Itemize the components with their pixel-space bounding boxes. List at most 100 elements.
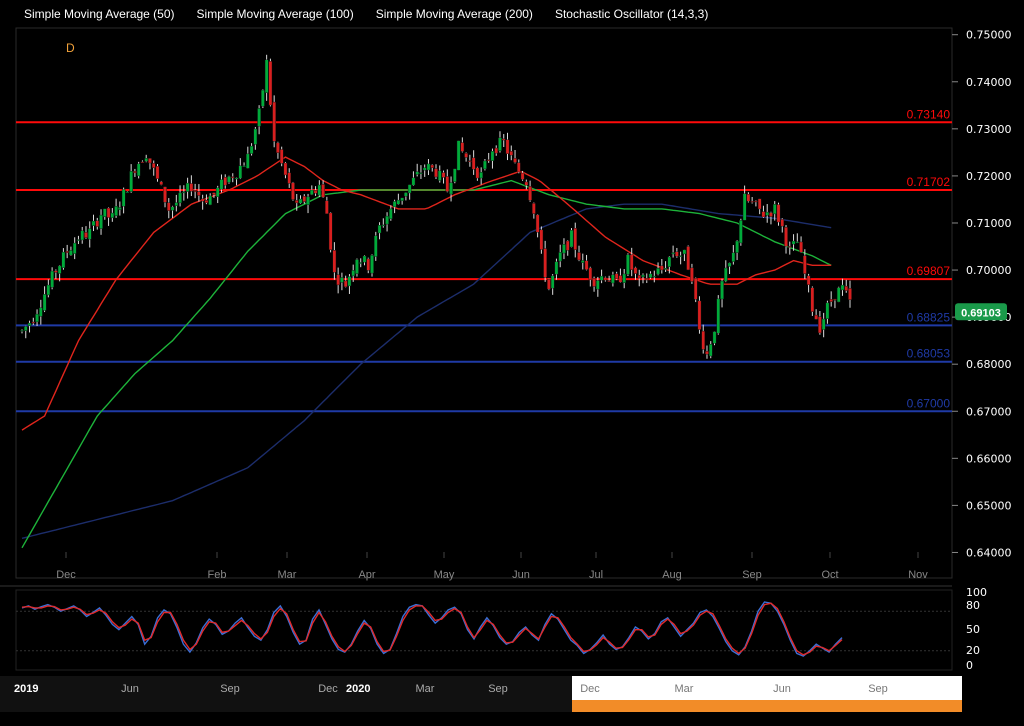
- stochastic-panel[interactable]: [15, 589, 953, 671]
- candle-down: [833, 299, 837, 301]
- legend-item-sma50[interactable]: Simple Moving Average (50): [24, 7, 175, 21]
- candle-down: [577, 252, 581, 261]
- candle-down: [539, 229, 544, 250]
- candle-down: [584, 260, 589, 270]
- candle-up: [185, 182, 190, 192]
- candle-down: [844, 285, 849, 291]
- navigator-tick: Dec: [580, 683, 600, 695]
- candle-up: [437, 170, 442, 181]
- candle-up: [257, 108, 261, 127]
- candle-up: [114, 206, 118, 216]
- candle-up: [69, 250, 73, 256]
- candle-up: [298, 198, 303, 204]
- candle-down: [750, 201, 754, 203]
- candle-down: [520, 172, 525, 180]
- time-tick-label: Jul: [589, 569, 603, 581]
- candle-up: [219, 179, 224, 190]
- candle-up: [87, 228, 92, 240]
- candle-up: [599, 275, 604, 281]
- candle-up: [449, 182, 453, 195]
- candle-up: [261, 89, 265, 107]
- candle-down: [818, 316, 822, 334]
- level-label-0.69807: 0.69807: [907, 264, 951, 278]
- candle-up: [99, 214, 103, 229]
- last-price-value: 0.69103: [961, 307, 1001, 319]
- candle-up: [554, 261, 559, 275]
- candle-down: [829, 299, 833, 302]
- price-tick-label: 0.65000: [966, 499, 1012, 512]
- navigator-scroll-track[interactable]: [0, 700, 572, 712]
- navigator-window[interactable]: [572, 676, 962, 700]
- candle-up: [667, 256, 672, 268]
- candle-down: [660, 265, 664, 271]
- stochastic-tick-label: 0: [966, 659, 973, 672]
- candle-down: [618, 275, 623, 283]
- legend-item-sma200[interactable]: Simple Moving Average (200): [375, 7, 533, 21]
- candle-down: [705, 351, 709, 355]
- candle-down: [776, 204, 781, 223]
- candle-down: [151, 163, 156, 169]
- candle-down: [268, 61, 273, 106]
- level-label-0.67000: 0.67000: [907, 396, 951, 410]
- stochastic-lines: [16, 601, 952, 657]
- candle-down: [690, 267, 694, 282]
- legend-item-sma100[interactable]: Simple Moving Average (100): [196, 7, 354, 21]
- candle-up: [708, 344, 713, 357]
- candle-down: [31, 321, 36, 324]
- navigator-track-left[interactable]: [0, 676, 572, 700]
- candle-up: [50, 270, 54, 288]
- candle-down: [475, 167, 480, 179]
- main-plot-area[interactable]: [15, 27, 953, 579]
- candle-up: [453, 168, 457, 182]
- price-tick-label: 0.66000: [966, 452, 1012, 465]
- time-tick-label: Sep: [742, 569, 762, 581]
- last-price-badge: 0.69103: [955, 303, 1007, 321]
- candle-up: [678, 255, 683, 257]
- candle-down: [193, 190, 197, 192]
- candle-down: [799, 241, 803, 253]
- level-label-0.71702: 0.71702: [907, 175, 951, 189]
- horizontal-levels: 0.73140 0.71702 0.69807 0.68825 0.68053 0.670…: [16, 107, 952, 413]
- candle-up: [170, 206, 175, 211]
- candle-up: [652, 275, 657, 278]
- navigator-tick: Sep: [868, 683, 888, 695]
- candle-down: [644, 278, 649, 281]
- candle-down: [294, 200, 299, 204]
- candle-up: [20, 330, 24, 332]
- candle-up: [57, 265, 62, 274]
- candle-down: [761, 211, 766, 218]
- candle-up: [648, 273, 653, 278]
- candle-up: [76, 239, 81, 241]
- candle-down: [509, 151, 514, 156]
- navigator-tick: Jun: [121, 683, 139, 695]
- candle-down: [814, 314, 818, 320]
- candle-down: [675, 251, 679, 257]
- candle-up: [415, 171, 419, 175]
- candle-up: [121, 189, 126, 207]
- candle-down: [230, 176, 235, 179]
- price-tick-label: 0.72000: [966, 170, 1012, 183]
- candle-up: [840, 284, 845, 291]
- candle-up: [735, 240, 739, 253]
- candle-up: [742, 193, 747, 221]
- navigator-scrollbar[interactable]: [572, 700, 962, 712]
- candle-down: [441, 172, 446, 178]
- candle-down: [328, 212, 333, 251]
- candle-down: [501, 138, 506, 141]
- legend-item-stochastic[interactable]: Stochastic Oscillator (14,3,3): [554, 7, 709, 21]
- candle-up: [596, 280, 600, 290]
- candle-up: [136, 163, 141, 177]
- candle-down: [607, 280, 611, 282]
- candle-up: [720, 280, 724, 300]
- candle-down: [471, 157, 476, 170]
- candle-up: [238, 165, 243, 179]
- candle-up: [174, 202, 179, 206]
- candle-up: [765, 211, 769, 216]
- candle-up: [39, 307, 43, 317]
- sma100-line: [21, 179, 832, 549]
- level-label-0.68053: 0.68053: [907, 347, 951, 361]
- navigator-year-2019: 2019: [14, 683, 38, 695]
- candle-up: [422, 167, 427, 171]
